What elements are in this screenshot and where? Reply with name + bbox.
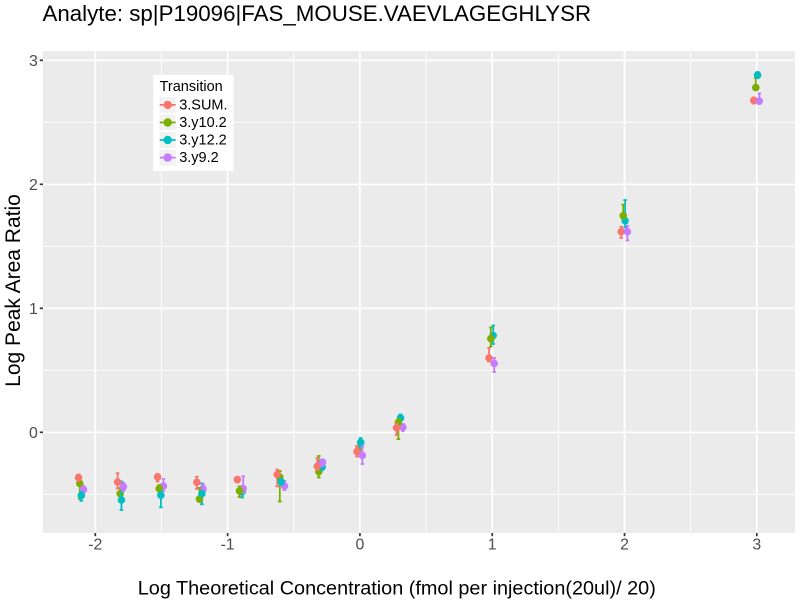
svg-text:0: 0 (355, 536, 364, 553)
svg-text:Log Peak Area Ratio: Log Peak Area Ratio (2, 194, 25, 387)
svg-text:3: 3 (752, 536, 761, 553)
svg-text:-1: -1 (221, 536, 235, 553)
svg-text:1: 1 (488, 536, 497, 553)
svg-text:0: 0 (29, 425, 38, 442)
svg-text:3.SUM.: 3.SUM. (179, 98, 227, 114)
svg-text:Log Theoretical Concentration: Log Theoretical Concentration (fmol per … (138, 578, 656, 600)
svg-text:2: 2 (29, 177, 38, 194)
svg-text:3.y10.2: 3.y10.2 (179, 115, 227, 131)
svg-text:2: 2 (620, 536, 629, 553)
svg-text:Analyte: sp|P19096|FAS_MOUSE.V: Analyte: sp|P19096|FAS_MOUSE.VAEVLAGEGHL… (43, 1, 592, 26)
svg-text:3: 3 (29, 53, 38, 70)
svg-text:-2: -2 (88, 536, 102, 553)
svg-text:3.y12.2: 3.y12.2 (179, 133, 227, 149)
svg-text:3.y9.2: 3.y9.2 (179, 150, 219, 166)
svg-text:Transition: Transition (160, 79, 223, 95)
svg-text:1: 1 (29, 301, 38, 318)
